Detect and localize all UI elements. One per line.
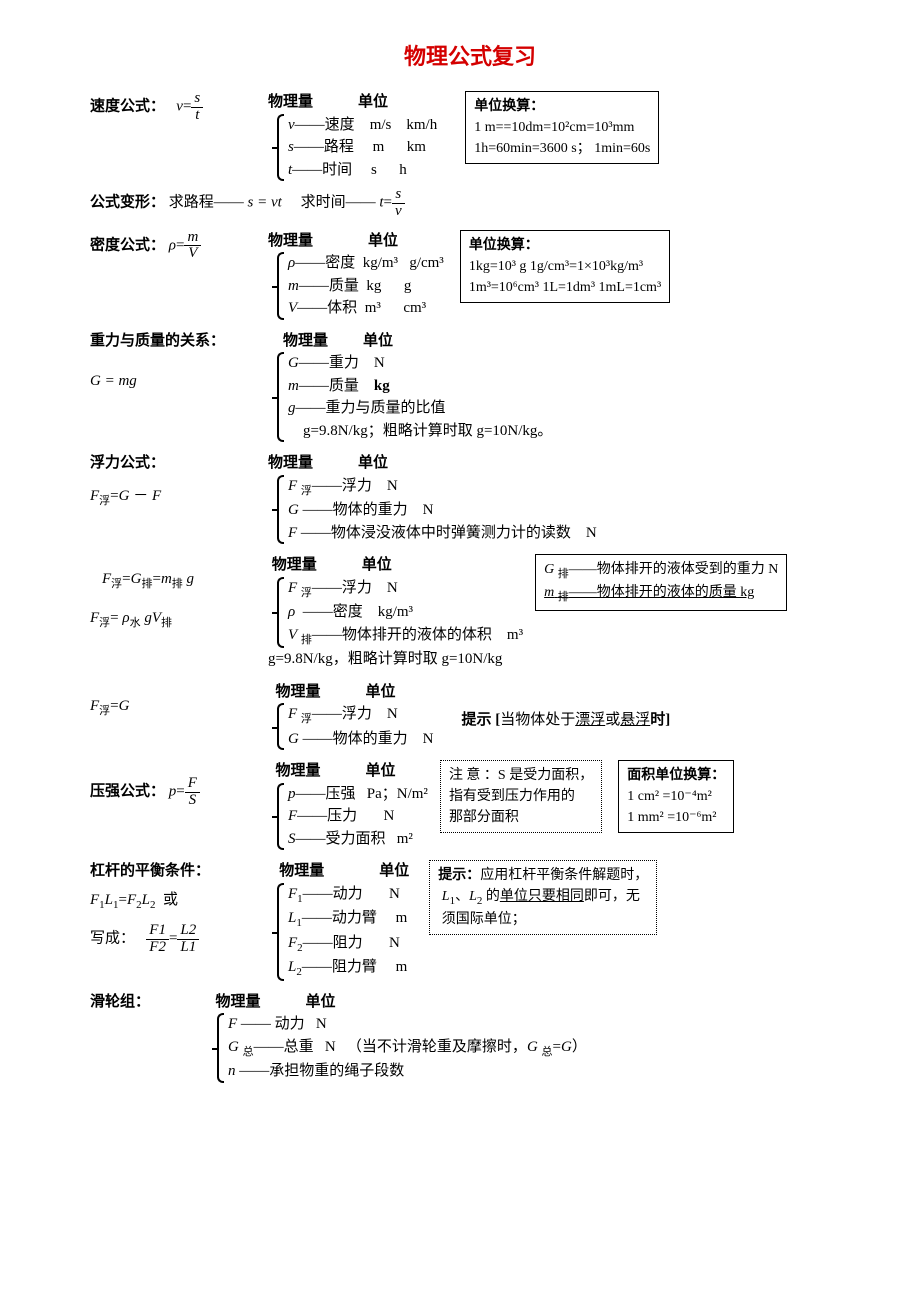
speed-lhs: v [176,99,183,115]
buoy2-rows: F 浮——浮力 N ρ ——密度 kg/m³ V 排——物体排开的液体的体积 m… [282,577,523,649]
speed-num: s [191,91,203,108]
section-buoyancy2: F浮=G排=m排 g F浮= ρ水 gV排 物理量单位 F 浮——浮力 N ρ … [90,554,850,671]
section-lever: 杠杆的平衡条件： F1L1=F2L2 或 写成： F1F2=L2L1 物理量单位… [90,860,850,981]
buoy2-gnote: g=9.8N/kg，粗略计算时取 g=10N/kg [268,648,523,671]
page-title: 物理公式复习 [90,40,850,73]
density-conv-box: 单位换算： 1kg=10³ g 1g/cm³=1×10³kg/m³ 1m³=10… [460,230,670,303]
speed-den: t [191,108,203,124]
td-label: 求路程—— [169,195,244,211]
buoy1-rows: F 浮——浮力 N G ——物体的重力 N F ——物体浸没液体中时弹簧测力计的… [282,475,597,545]
speed-conversion-box: 单位换算： 1 m==10dm=10²cm=10³mm 1h=60min=360… [465,91,659,164]
density-rows: ρ——密度 kg/m³ g/cm³ m——质量 kg g V——体积 m³ cm… [282,252,444,320]
lever-rows: F1——动力 N L1——动力臂 m F2——阻力 N L2——阻力臂 m [282,883,407,981]
gravity-gnote: g=9.8N/kg；粗略计算时取 g=10N/kg。 [303,423,552,439]
transform-label: 公式变形： [90,195,165,211]
pressure-note-box: 注 意 ：S 是受力面积， 指有受到压力作用的 那部分面积 [440,760,602,833]
lever-label: 杠杆的平衡条件： [90,863,210,879]
gravity-formula: G = mg [90,373,137,389]
pressure-area-box: 面积单位换算： 1 cm² =10⁻⁴m² 1 mm² =10⁻⁶m² [618,760,734,833]
density-lhs: ρ [169,237,176,253]
buoy3-rows: F 浮——浮力 N G ——物体的重力 N [282,703,433,750]
pulley-label: 滑轮组： [90,994,150,1010]
pulley-rows: F —— 动力 N G 总——总重 N （当不计滑轮重及摩擦时，G 总=G） n… [222,1013,587,1083]
gravity-label: 重力与质量的关系： [90,333,225,349]
section-buoyancy3: F浮=G 物理量单位 F 浮——浮力 N G ——物体的重力 N 提示 [当物体… [90,681,850,751]
section-density: 密度公式： ρ=mV 物理量单位 ρ——密度 kg/m³ g/cm³ m——质量… [90,230,850,320]
conv-l2: 1h=60min=3600 s； 1min=60s [474,138,650,159]
section-pressure: 压强公式： p=FS 物理量单位 p——压强 Pa；N/m² F——压力 N S… [90,760,850,850]
tt-label: 求时间—— [301,195,376,211]
section-buoyancy1: 浮力公式： F浮=G － F 物理量单位 F 浮——浮力 N G ——物体的重力… [90,452,850,544]
td-eq: s = vt [248,195,282,211]
section-speed: 速度公式： v=st 物理量单位 v——速度 m/s km/h s——路程 m … [90,91,850,220]
speed-rows: v——速度 m/s km/h s——路程 m km t——时间 s h [282,114,437,182]
gravity-rows: G——重力 N m——质量 kg g——重力与质量的比值 g=9.8N/kg；粗… [282,352,552,442]
conv-title: 单位换算： [474,99,544,114]
lever-tip-box: 提示：应用杠杆平衡条件解题时， L1、L2 的单位只要相同即可，无 须国际单位； [429,860,657,935]
density-label: 密度公式： [90,237,165,253]
section-gravity: 重力与质量的关系： G = mg 物理量单位 G——重力 N m——质量 kg … [90,330,850,443]
conv-l1: 1 m==10dm=10²cm=10³mm [474,117,650,138]
tt-lhs: t [379,195,383,211]
pressure-rows: p——压强 Pa；N/m² F——压力 N S——受力面积 m² [282,783,428,851]
section-pulley: 滑轮组： 物理量单位 F —— 动力 N G 总——总重 N （当不计滑轮重及摩… [90,991,850,1083]
buoy1-label: 浮力公式： [90,455,165,471]
speed-label: 速度公式： [90,99,165,115]
qty-hdr: 物理量 [268,91,358,114]
pressure-label: 压强公式： [90,784,165,800]
buoy2-box: G 排——物体排开的液体受到的重力 N m 排——物体排开的液体的质量 kg [535,554,787,611]
unit-hdr: 单位 [358,91,428,114]
buoy3-tip: 提示 [当物体处于漂浮或悬浮时] [461,709,670,732]
lever-f2label: 写成： [90,931,135,947]
